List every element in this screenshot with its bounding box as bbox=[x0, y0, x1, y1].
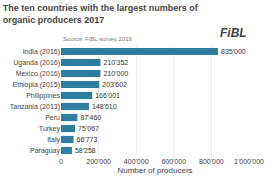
svg-text:Philippines: Philippines bbox=[26, 92, 60, 100]
svg-text:Mexico (2016): Mexico (2016) bbox=[16, 70, 60, 78]
svg-text:Italy: Italy bbox=[47, 136, 60, 144]
svg-text:The ten countries with the lar: The ten countries with the largest numbe… bbox=[3, 3, 199, 25]
svg-text:Ethiopia (2015): Ethiopia (2015) bbox=[13, 81, 60, 89]
svg-text:600'000: 600'000 bbox=[161, 158, 186, 165]
svg-text:210'000: 210'000 bbox=[103, 70, 128, 77]
svg-text:200'000: 200'000 bbox=[86, 158, 111, 165]
svg-text:58'258: 58'258 bbox=[75, 147, 96, 154]
svg-text:Source: FiBL survey 2019: Source: FiBL survey 2019 bbox=[63, 36, 132, 42]
svg-text:166'001: 166'001 bbox=[95, 92, 120, 99]
svg-text:India (2016): India (2016) bbox=[23, 48, 60, 56]
svg-text:Uganda (2016): Uganda (2016) bbox=[13, 59, 60, 67]
svg-text:66'773: 66'773 bbox=[77, 136, 98, 143]
svg-text:800'000: 800'000 bbox=[199, 158, 224, 165]
svg-text:210'352: 210'352 bbox=[104, 59, 129, 66]
svg-text:835'000: 835'000 bbox=[221, 48, 246, 55]
svg-text:Tanzania (2013): Tanzania (2013) bbox=[10, 103, 60, 111]
svg-text:Number of producers: Number of producers bbox=[117, 166, 192, 175]
svg-text:Peru: Peru bbox=[45, 114, 60, 121]
svg-text:75'067: 75'067 bbox=[78, 125, 99, 132]
svg-text:87'460: 87'460 bbox=[80, 114, 101, 121]
svg-text:FiBL: FiBL bbox=[220, 26, 247, 40]
svg-text:Turkey: Turkey bbox=[39, 125, 61, 133]
svg-text:Paraguay: Paraguay bbox=[30, 147, 60, 155]
svg-text:148'610: 148'610 bbox=[92, 103, 117, 110]
svg-text:400'000: 400'000 bbox=[124, 158, 149, 165]
svg-text:1'000'000: 1'000'000 bbox=[234, 158, 264, 165]
svg-text:0: 0 bbox=[59, 158, 63, 165]
svg-text:203'602: 203'602 bbox=[102, 81, 127, 88]
